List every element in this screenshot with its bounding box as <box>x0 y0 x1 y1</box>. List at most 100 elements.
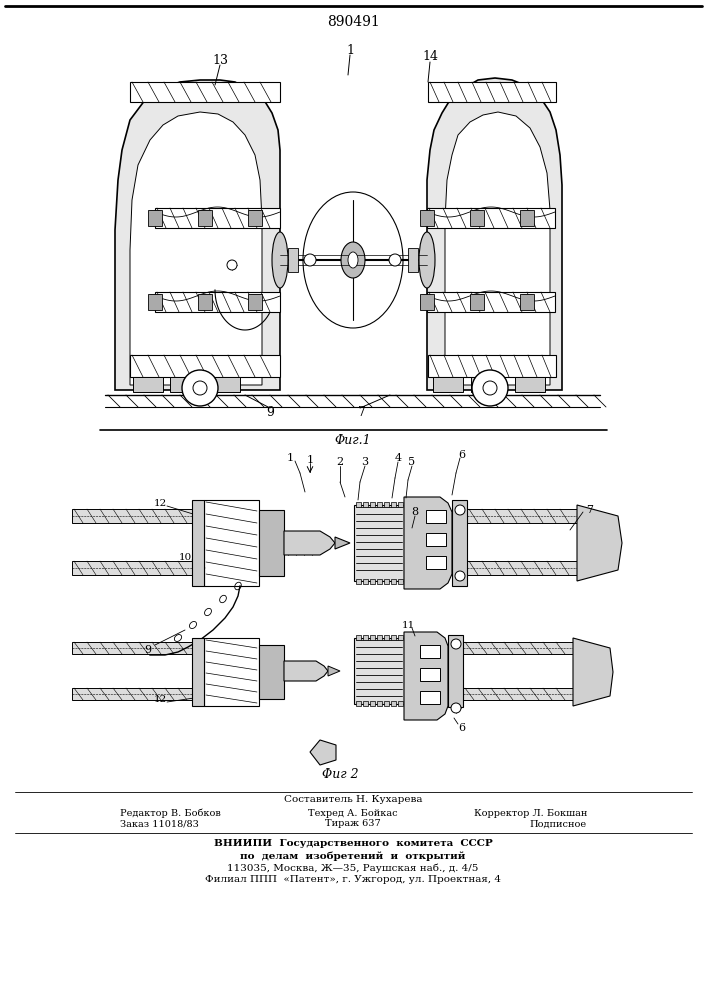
Polygon shape <box>155 208 280 228</box>
Text: 1: 1 <box>306 455 314 465</box>
Bar <box>520 294 534 310</box>
Bar <box>470 210 484 226</box>
Polygon shape <box>130 112 262 385</box>
Ellipse shape <box>304 254 316 266</box>
Bar <box>420 210 434 226</box>
Text: 13: 13 <box>212 53 228 66</box>
Bar <box>398 502 403 507</box>
Ellipse shape <box>272 232 288 288</box>
Polygon shape <box>427 208 555 228</box>
Text: 1: 1 <box>286 453 293 463</box>
Text: 11: 11 <box>402 620 414 630</box>
Text: 7: 7 <box>587 505 593 515</box>
Ellipse shape <box>341 242 365 278</box>
Polygon shape <box>115 80 280 390</box>
Text: 10: 10 <box>178 554 192 562</box>
Text: по  делам  изобретений  и  открытий: по делам изобретений и открытий <box>240 851 466 861</box>
Bar <box>370 635 375 640</box>
Bar <box>377 579 382 584</box>
Bar <box>426 510 446 523</box>
Bar <box>370 502 375 507</box>
Bar <box>391 579 396 584</box>
Text: 6: 6 <box>458 450 466 460</box>
Bar <box>363 502 368 507</box>
Ellipse shape <box>193 381 207 395</box>
Bar <box>426 556 446 569</box>
Bar <box>377 701 382 706</box>
Bar <box>130 82 280 102</box>
Bar <box>391 502 396 507</box>
Bar <box>398 701 403 706</box>
Bar <box>452 500 467 586</box>
Ellipse shape <box>182 370 218 406</box>
Bar <box>370 701 375 706</box>
Bar <box>420 668 440 681</box>
Bar <box>133 377 163 392</box>
Bar <box>170 377 200 392</box>
Bar <box>198 210 212 226</box>
Bar <box>148 210 162 226</box>
Polygon shape <box>155 292 280 312</box>
Text: 14: 14 <box>422 50 438 64</box>
Polygon shape <box>573 638 613 706</box>
Text: 12: 12 <box>153 696 167 704</box>
Ellipse shape <box>348 252 358 268</box>
Bar <box>467 561 577 575</box>
Ellipse shape <box>227 260 237 270</box>
Text: 4: 4 <box>395 453 402 463</box>
Bar <box>384 635 389 640</box>
Text: 12: 12 <box>153 499 167 508</box>
Ellipse shape <box>451 639 461 649</box>
Bar <box>384 502 389 507</box>
Text: Составитель Н. Кухарева: Составитель Н. Кухарева <box>284 796 422 804</box>
Polygon shape <box>577 505 622 581</box>
Bar <box>192 638 204 706</box>
Bar <box>408 248 418 272</box>
Bar <box>210 377 240 392</box>
Polygon shape <box>427 78 562 390</box>
Text: Редактор В. Бобков: Редактор В. Бобков <box>120 808 221 818</box>
Bar <box>391 701 396 706</box>
Polygon shape <box>404 632 448 720</box>
Bar <box>354 638 404 704</box>
Bar <box>428 82 556 102</box>
Bar <box>520 210 534 226</box>
Bar <box>448 635 463 707</box>
Bar <box>420 645 440 658</box>
Ellipse shape <box>455 571 465 581</box>
Bar <box>363 579 368 584</box>
Text: 7: 7 <box>358 406 366 420</box>
Bar <box>463 642 573 654</box>
Bar <box>259 510 284 576</box>
Text: 3: 3 <box>361 457 368 467</box>
Bar <box>370 579 375 584</box>
Text: 6: 6 <box>458 723 466 733</box>
Bar <box>356 502 361 507</box>
Ellipse shape <box>455 505 465 515</box>
Bar <box>384 579 389 584</box>
Bar <box>356 579 361 584</box>
Polygon shape <box>404 497 452 589</box>
Ellipse shape <box>472 370 508 406</box>
Bar <box>428 355 556 377</box>
Bar <box>204 500 259 586</box>
Text: 1: 1 <box>346 43 354 56</box>
Ellipse shape <box>389 254 401 266</box>
Bar <box>259 645 284 699</box>
Polygon shape <box>284 531 335 555</box>
Text: Техред А. Бойкас: Техред А. Бойкас <box>308 808 398 818</box>
Bar <box>72 688 192 700</box>
Text: Корректор Л. Бокшан: Корректор Л. Бокшан <box>474 808 587 818</box>
Polygon shape <box>335 537 350 549</box>
Ellipse shape <box>419 232 435 288</box>
Bar <box>288 248 298 272</box>
Bar <box>72 561 192 575</box>
Bar <box>248 210 262 226</box>
Text: Тираж 637: Тираж 637 <box>325 820 381 828</box>
Bar <box>420 294 434 310</box>
Text: 8: 8 <box>411 507 419 517</box>
Text: Φиг.1: Φиг.1 <box>334 434 371 448</box>
Bar <box>198 294 212 310</box>
Text: 5: 5 <box>409 457 416 467</box>
Bar <box>363 635 368 640</box>
